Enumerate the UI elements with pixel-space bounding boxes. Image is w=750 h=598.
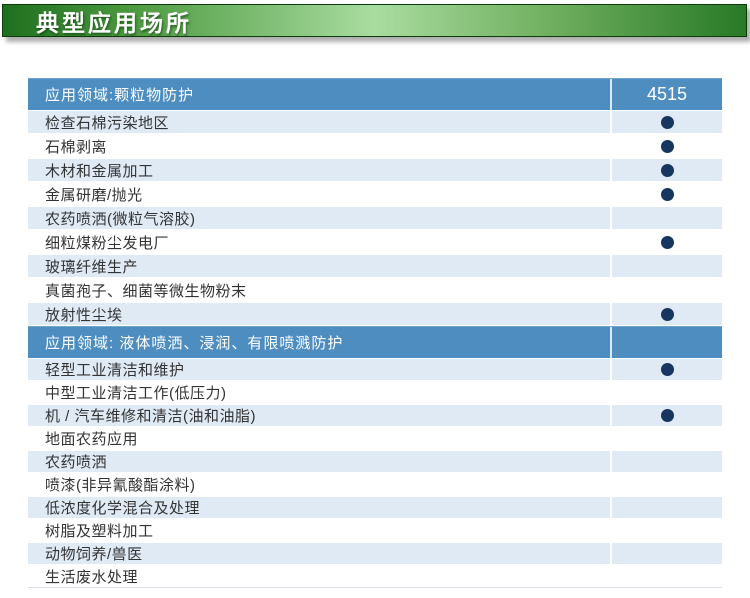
row-label: 真菌孢子、细菌等微生物粉末 xyxy=(45,282,247,300)
applicable-dot-icon xyxy=(660,409,674,422)
product-applicability-cell xyxy=(610,207,722,229)
product-applicability-cell xyxy=(610,303,722,325)
applicable-dot-icon xyxy=(660,307,674,321)
applicable-dot-icon xyxy=(660,235,674,249)
product-applicability-cell xyxy=(610,497,722,518)
row-label: 农药喷洒(微粒气溶胶) xyxy=(45,210,196,228)
table-row: 地面农药应用 xyxy=(28,427,722,450)
table-row: 农药喷洒(微粒气溶胶) xyxy=(28,206,722,230)
row-label: 低浓度化学混合及处理 xyxy=(45,500,201,517)
product-applicability-cell xyxy=(610,565,722,587)
row-label: 金属研磨/抛光 xyxy=(45,186,143,204)
row-label: 喷漆(非异氰酸酯涂料) xyxy=(45,477,196,494)
product-applicability-cell xyxy=(610,255,722,277)
row-label: 农药喷洒 xyxy=(45,454,108,471)
applications-table: 应用领域:颗粒物防护 4515 检查石棉污染地区 石棉剥离木材和金属加工 金属研磨/抛光… xyxy=(28,78,722,588)
table-row: 金属研磨/抛光 xyxy=(28,182,722,206)
row-label: 木材和金属加工 xyxy=(45,162,154,180)
table-row: 真菌孢子、细菌等微生物粉末 xyxy=(28,278,722,302)
table-row: 农药喷洒 xyxy=(28,450,722,473)
product-column-header xyxy=(610,327,722,358)
applicable-dot-icon xyxy=(660,187,674,201)
row-label: 动物饲养/兽医 xyxy=(45,546,143,563)
section-header-label: 应用领域:颗粒物防护 xyxy=(45,87,195,104)
product-applicability-cell xyxy=(610,230,722,254)
table-row: 生活废水处理 xyxy=(28,565,722,588)
row-label: 中型工业清洁工作(低压力) xyxy=(45,385,227,402)
row-label: 细粒煤粉尘发电厂 xyxy=(45,234,170,252)
section-header: 应用领域: 液体喷洒、浸润、有限喷溅防护 xyxy=(28,326,722,358)
product-applicability-cell xyxy=(610,134,722,158)
row-label: 机 / 汽车维修和清洁(油和油脂) xyxy=(45,408,256,425)
row-label: 生活废水处理 xyxy=(45,568,139,586)
table-row: 机 / 汽车维修和清洁(油和油脂) xyxy=(28,404,722,427)
row-label: 放射性尘埃 xyxy=(45,306,123,324)
table-row: 树脂及塑料加工 xyxy=(28,519,722,542)
row-label: 检查石棉污染地区 xyxy=(45,114,170,132)
applicable-dot-icon xyxy=(660,363,674,376)
table-row: 低浓度化学混合及处理 xyxy=(28,496,722,519)
row-label: 树脂及塑料加工 xyxy=(45,523,154,540)
row-label: 轻型工业清洁和维护 xyxy=(45,362,185,379)
row-label: 玻璃纤维生产 xyxy=(45,258,139,276)
table-row: 放射性尘埃 xyxy=(28,302,722,326)
table-row: 木材和金属加工 xyxy=(28,158,722,182)
product-applicability-cell xyxy=(610,519,722,542)
row-label: 地面农药应用 xyxy=(45,431,139,448)
table-row: 检查石棉污染地区 xyxy=(28,110,722,134)
section-header-label: 应用领域: 液体喷洒、浸润、有限喷溅防护 xyxy=(45,335,344,352)
applicable-dot-icon xyxy=(660,115,674,129)
table-row: 轻型工业清洁和维护 xyxy=(28,358,722,381)
table-row: 玻璃纤维生产 xyxy=(28,254,722,278)
table-row: 石棉剥离 xyxy=(28,134,722,158)
applicable-dot-icon xyxy=(660,163,674,177)
table-row: 中型工业清洁工作(低压力) xyxy=(28,381,722,404)
product-applicability-cell xyxy=(610,182,722,206)
product-applicability-cell xyxy=(610,427,722,450)
product-applicability-cell xyxy=(610,159,722,181)
table-row: 动物饲养/兽医 xyxy=(28,542,722,565)
product-applicability-cell xyxy=(610,543,722,564)
product-applicability-cell xyxy=(610,111,722,133)
product-column-header: 4515 xyxy=(610,79,722,110)
table-row: 喷漆(非异氰酸酯涂料) xyxy=(28,473,722,496)
product-applicability-cell xyxy=(610,278,722,302)
product-applicability-cell xyxy=(610,473,722,496)
product-applicability-cell xyxy=(610,451,722,472)
product-applicability-cell xyxy=(610,405,722,426)
section-header: 应用领域:颗粒物防护 4515 xyxy=(28,78,722,110)
row-label: 石棉剥离 xyxy=(45,138,108,156)
product-applicability-cell xyxy=(610,359,722,380)
product-applicability-cell xyxy=(610,381,722,404)
banner-title: 典型应用场所 xyxy=(36,9,192,36)
section-banner: 典型应用场所 xyxy=(2,4,747,37)
table-row: 细粒煤粉尘发电厂 xyxy=(28,230,722,254)
applicable-dot-icon xyxy=(660,139,674,153)
